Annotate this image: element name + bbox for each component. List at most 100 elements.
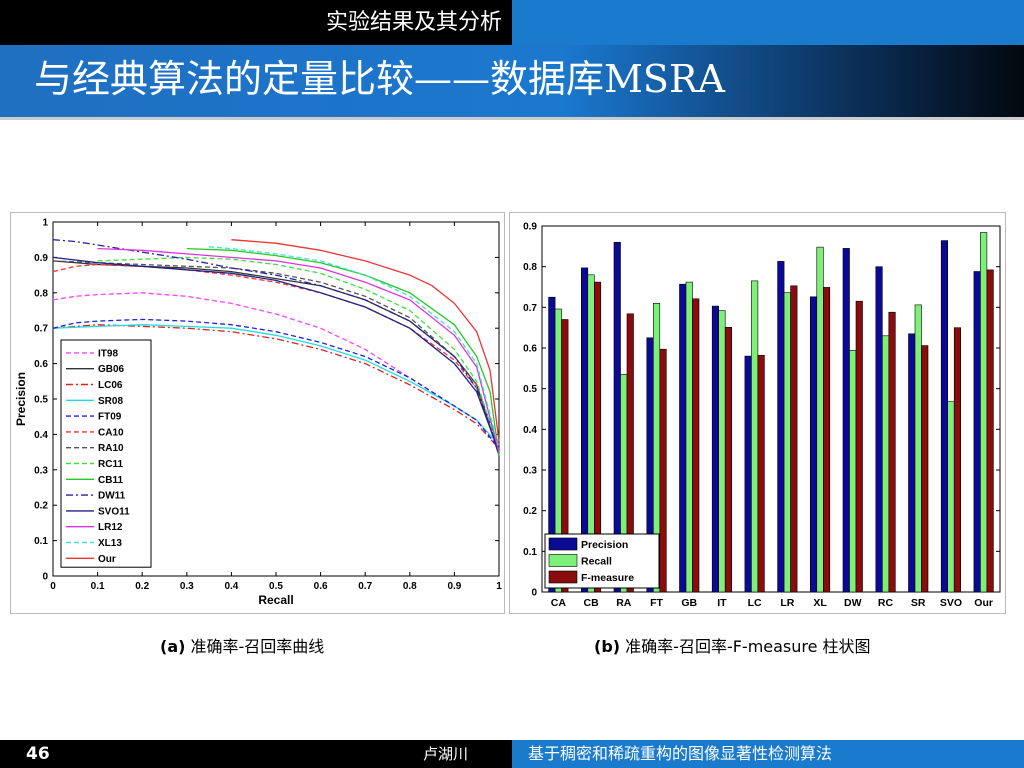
footer-bar: [0, 740, 512, 768]
title-band: 与经典算法的定量比较——数据库MSRA: [0, 45, 1024, 117]
pr-curve-xl13: [209, 246, 500, 449]
y-tick-label: 0.5: [34, 395, 48, 406]
x-axis-label: Recall: [258, 593, 293, 607]
bar-f-measure-lc: [757, 355, 765, 593]
bar-f-measure-lr: [790, 285, 798, 593]
bar-precision-lr: [777, 261, 785, 593]
bar-precision-gb: [679, 283, 687, 593]
y-tick-label: 0: [531, 588, 537, 599]
bar-precision-our: [973, 271, 981, 593]
y-tick-label: 0.8: [523, 262, 537, 273]
pr-curve-cb11: [186, 247, 500, 456]
y-tick-label: 0.1: [523, 547, 537, 558]
legend-label: RA10: [98, 443, 124, 454]
bar-f-measure-our: [986, 269, 994, 593]
bar-f-measure-svo: [953, 327, 962, 593]
pr-curve-our: [231, 239, 500, 442]
caption-b-prefix: (b): [594, 637, 621, 656]
y-tick-label: 0.6: [523, 344, 537, 355]
category-label: CA: [551, 597, 567, 609]
legend-label: Recall: [581, 556, 612, 568]
category-label: RC: [878, 597, 894, 609]
caption-a-text: 准确率-召回率曲线: [185, 637, 325, 656]
y-tick-label: 0: [42, 572, 48, 583]
y-tick-label: 0.8: [34, 288, 48, 299]
bar-recall-dw: [849, 350, 857, 593]
bar-precision-rc: [875, 266, 883, 593]
bar-recall-lc: [751, 280, 759, 593]
y-tick-label: 0.1: [34, 536, 48, 547]
bar-recall-lr: [783, 292, 791, 593]
bar-f-measure-rc: [888, 311, 896, 593]
x-tick-label: 0.6: [314, 581, 328, 592]
category-label: LC: [748, 597, 762, 609]
legend-label: RC11: [98, 459, 123, 470]
legend-label: CB11: [98, 475, 123, 486]
y-tick-label: 0.6: [34, 359, 48, 370]
legend-label: Our: [98, 554, 116, 565]
bar-recall-rc: [881, 335, 890, 593]
category-label: GB: [681, 597, 697, 609]
footer-accent-bar: [512, 740, 1024, 768]
x-tick-label: 0.5: [269, 581, 283, 592]
legend-label: SR08: [98, 396, 123, 407]
bar-precision-dw: [842, 248, 850, 593]
category-label: FT: [650, 597, 663, 609]
section-label: 实验结果及其分析: [325, 10, 502, 35]
category-label: CB: [583, 597, 599, 609]
category-label: IT: [717, 597, 727, 609]
pr-curve-ft09: [52, 318, 500, 450]
pr-curve-ca10: [52, 263, 500, 446]
bar-f-measure-xl: [822, 287, 831, 593]
category-label: Our: [974, 597, 993, 609]
bar-recall-xl: [816, 246, 824, 593]
pr-curve-ra10: [52, 260, 500, 449]
caption-a: (a) 准确率-召回率曲线: [160, 633, 324, 657]
category-label: SR: [911, 597, 926, 609]
y-tick-label: 0.2: [34, 501, 48, 512]
legend-label: GB06: [98, 364, 125, 375]
y-tick-label: 0.9: [523, 222, 537, 233]
bar-f-measure-ca: [561, 319, 569, 593]
legend-label: LC06: [98, 380, 123, 391]
y-axis-label: Precision: [14, 372, 28, 426]
legend-label: FT09: [98, 412, 122, 423]
legend-label: Precision: [581, 539, 628, 551]
page-number: 46: [26, 744, 50, 764]
page-title: 与经典算法的定量比较——数据库MSRA: [34, 57, 725, 101]
y-tick-label: 0.4: [523, 425, 537, 436]
category-label: RA: [616, 597, 632, 609]
x-tick-label: 0.3: [180, 581, 194, 592]
y-tick-label: 0.4: [34, 430, 48, 441]
bar-f-measure-cb: [594, 281, 602, 593]
x-tick-label: 0.7: [358, 581, 372, 592]
caption-b: (b) 准确率-召回率-F-measure 柱状图: [594, 633, 871, 657]
category-label: DW: [844, 597, 862, 609]
bar-precision-lc: [744, 355, 752, 593]
bar-f-measure-ft: [659, 348, 667, 593]
bar-recall-gb: [685, 281, 693, 593]
caption-b-text: 准确率-召回率-F-measure 柱状图: [620, 637, 871, 656]
legend-swatch: [548, 554, 578, 567]
x-tick-label: 0.8: [403, 581, 417, 592]
legend-label: CA10: [98, 427, 124, 438]
pr-curve-lc06: [52, 324, 500, 450]
x-tick-label: 0.2: [135, 581, 149, 592]
bar-precision-xl: [809, 296, 818, 593]
bar-f-measure-it: [724, 327, 732, 593]
bar-chart-frame: 0 0.1 0.2 0.3 0.4 0.5 0.6 0.7 0.8 0.9 CA CB RA FT GB IT…: [509, 212, 1006, 614]
author-name: 卢湖川: [423, 745, 469, 763]
bar-f-measure-gb: [692, 298, 700, 593]
bar-f-measure-sr: [921, 345, 929, 593]
y-tick-label: 0.5: [523, 384, 537, 395]
category-label: XL: [813, 597, 827, 609]
bar-f-measure-dw: [855, 300, 863, 593]
pr-curve-chart-frame: 0 0.1 0.2 0.3 0.4 0.5 0.6 0.7 0.8 0.9 1 0 0.1 0.2 0.3 0…: [10, 212, 505, 614]
caption-a-prefix: (a): [160, 637, 186, 656]
y-tick-label: 0.7: [34, 324, 48, 335]
header-accent-bar: [512, 0, 1024, 45]
category-label: SVO: [940, 597, 962, 609]
bar-recall-it: [718, 310, 726, 593]
legend-label: XL13: [98, 538, 122, 549]
y-tick-label: 0.7: [523, 303, 537, 314]
